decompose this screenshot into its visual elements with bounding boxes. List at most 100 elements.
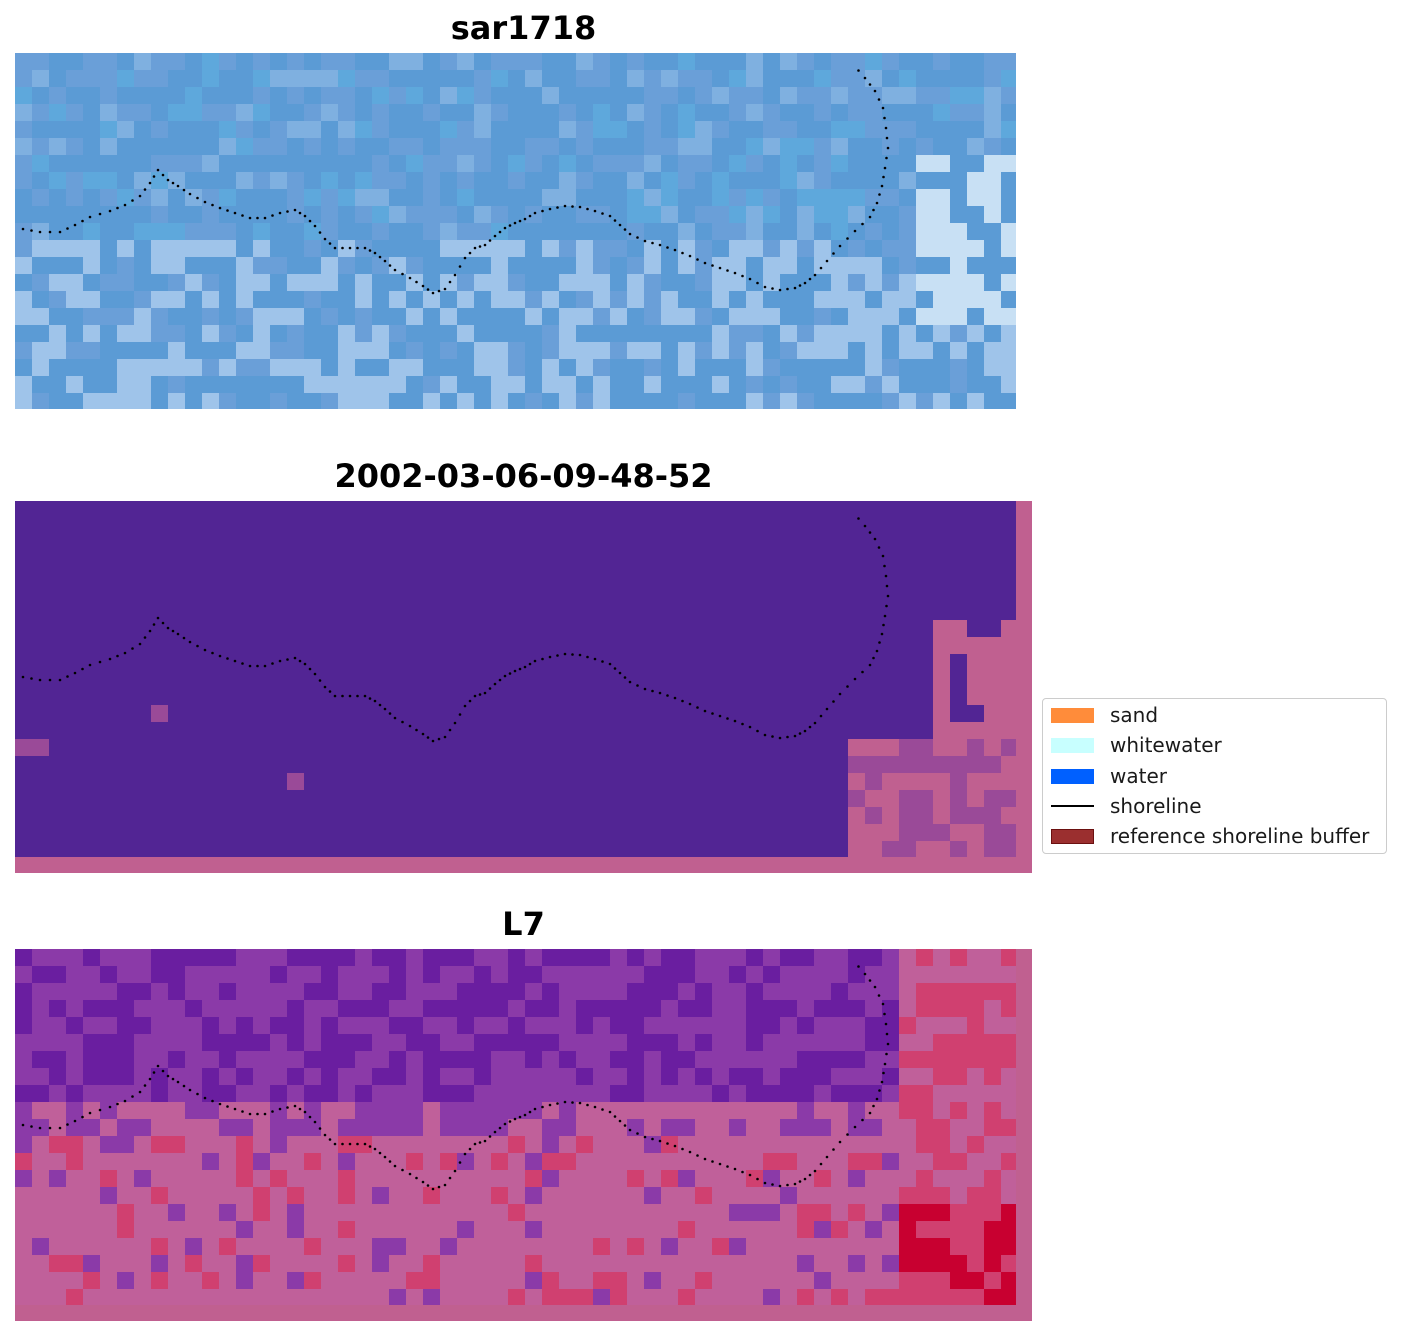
pixel-cell: [610, 983, 628, 1001]
pixel-cell: [287, 342, 305, 360]
pixel-cell: [644, 1255, 662, 1273]
pixel-cell: [389, 172, 407, 190]
pixel-cell: [83, 1272, 101, 1290]
pixel-cell: [304, 603, 322, 621]
pixel-cell: [49, 790, 67, 808]
shoreline-point: [483, 691, 487, 695]
pixel-cell: [746, 620, 764, 638]
pixel-cell: [1001, 138, 1016, 156]
shoreline-point: [518, 219, 522, 223]
pixel-cell: [474, 824, 492, 842]
pixel-cell: [83, 722, 101, 740]
pixel-cell: [814, 552, 832, 570]
pixel-cell: [746, 1102, 764, 1120]
pixel-cell: [865, 569, 883, 587]
pixel-cell: [933, 949, 951, 967]
pixel-cell: [899, 1153, 917, 1171]
pixel-cell: [865, 966, 883, 984]
pixel-cell: [848, 223, 866, 241]
pixel-cell: [15, 376, 33, 394]
shoreline-point: [884, 1022, 888, 1026]
shoreline-point: [881, 106, 885, 110]
pixel-cell: [661, 325, 679, 343]
shoreline-point: [563, 1100, 567, 1104]
pixel-cell: [967, 1255, 985, 1273]
pixel-cell: [270, 739, 288, 757]
pixel-cell: [100, 1068, 118, 1086]
pixel-cell: [372, 722, 390, 740]
pixel-cell: [202, 1170, 220, 1188]
pixel-cell: [916, 155, 934, 173]
pixel-cell: [882, 223, 900, 241]
shoreline-point: [437, 289, 441, 293]
pixel-cell: [440, 722, 458, 740]
pixel-cell: [576, 705, 594, 723]
pixel-cell: [763, 240, 781, 258]
pixel-cell: [984, 688, 1002, 706]
pixel-cell: [525, 949, 543, 967]
pixel-cell: [474, 983, 492, 1001]
pixel-cell: [372, 705, 390, 723]
shoreline-point: [448, 280, 452, 284]
pixel-cell: [236, 87, 254, 105]
pixel-cell: [287, 206, 305, 224]
pixel-cell: [491, 824, 509, 842]
shoreline-point: [498, 1126, 502, 1130]
pixel-cell: [933, 1034, 951, 1052]
pixel-cell: [576, 1000, 594, 1018]
pixel-cell: [984, 1102, 1002, 1120]
shoreline-point: [443, 287, 447, 291]
pixel-cell: [100, 87, 118, 105]
pixel-cell: [338, 359, 356, 377]
pixel-cell: [83, 274, 101, 292]
shoreline-point: [108, 1105, 112, 1109]
pixel-cell: [151, 1085, 169, 1103]
pixel-cell: [746, 342, 764, 360]
pixel-cell: [117, 189, 135, 207]
pixel-cell: [321, 53, 339, 71]
pixel-cell: [644, 104, 662, 122]
pixel-cell: [270, 807, 288, 825]
pixel-cell: [525, 671, 543, 689]
shoreline-point: [528, 662, 532, 666]
pixel-cell: [984, 87, 1002, 105]
pixel-cell: [763, 342, 781, 360]
pixel-cell: [1001, 1000, 1019, 1018]
pixel-cell: [134, 87, 152, 105]
pixel-cell: [270, 1153, 288, 1171]
pixel-cell: [253, 138, 271, 156]
shoreline-point: [286, 1106, 289, 1109]
pixel-cell: [780, 223, 798, 241]
pixel-cell: [508, 393, 526, 409]
pixel-cell: [678, 1204, 696, 1222]
pixel-cell: [1001, 53, 1016, 71]
pixel-cell: [797, 1221, 815, 1239]
pixel-cell: [916, 1085, 934, 1103]
pixel-cell: [797, 501, 815, 519]
pixel-cell: [661, 535, 679, 553]
pixel-cell: [117, 1102, 135, 1120]
pixel-cell: [899, 637, 917, 655]
pixel-cell: [168, 138, 186, 156]
pixel-cell: [916, 824, 934, 842]
pixel-cell: [457, 756, 475, 774]
pixel-cell: [848, 376, 866, 394]
pixel-cell: [49, 1170, 67, 1188]
pixel-cell: [695, 756, 713, 774]
pixel-cell: [899, 325, 917, 343]
pixel-cell: [865, 1136, 883, 1154]
pixel-cell: [15, 824, 33, 842]
pixel-cell: [372, 291, 390, 309]
pixel-cell: [338, 949, 356, 967]
pixel-cell: [185, 1136, 203, 1154]
pixel-cell: [457, 1034, 475, 1052]
pixel-cell: [746, 206, 764, 224]
pixel-cell: [15, 501, 33, 519]
pixel-cell: [678, 586, 696, 604]
pixel-cell: [508, 518, 526, 536]
pixel-cell: [695, 552, 713, 570]
pixel-cell: [865, 155, 883, 173]
pixel-cell: [661, 1221, 679, 1239]
pixel-cell: [729, 1221, 747, 1239]
pixel-cell: [100, 206, 118, 224]
